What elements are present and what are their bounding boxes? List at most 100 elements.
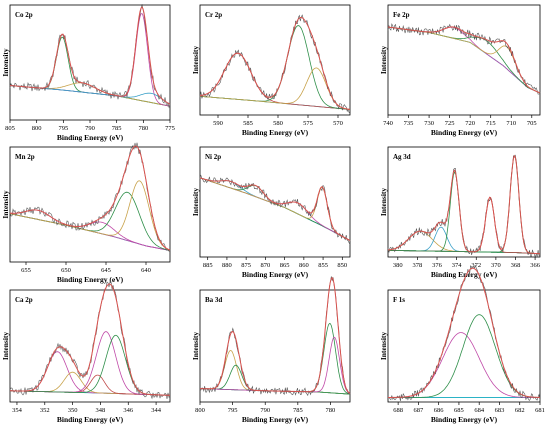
x-tick-label: 354: [12, 407, 23, 414]
x-tick-label: 715: [486, 120, 496, 127]
component-peak-4: [9, 180, 171, 251]
panel-title: Fe 2p: [393, 11, 410, 19]
fitted-envelope: [388, 267, 540, 398]
x-tick-label: 850: [337, 262, 347, 269]
panel-title: Ca 2p: [15, 296, 33, 304]
y-axis-label: Intensity: [1, 332, 10, 361]
x-tick-label: 805: [5, 125, 15, 132]
panel-mn-2p: 655 650 645 640 Mn 2p Binding Energy (eV) Inte…: [1, 142, 171, 284]
plot-frame: [199, 289, 351, 403]
x-tick-label: 865: [280, 262, 290, 269]
plot-frame: [9, 4, 171, 121]
x-tick-label: 780: [138, 125, 148, 132]
component-peak-3: [387, 26, 541, 94]
component-peak-2: [199, 25, 351, 110]
x-axis-label: Binding Energy (eV): [242, 415, 309, 424]
panel-ag-3d: 380 378 376 374 372 370 368 366 Ag 3d Binding Ene…: [379, 146, 541, 279]
panel-ca-2p: 354 352 350 348 346 344 Ca 2p Binding Energy (e…: [1, 281, 171, 424]
x-tick-label: 880: [222, 262, 232, 269]
plot-frame: [199, 4, 351, 116]
x-tick-label: 800: [32, 125, 42, 132]
x-tick-label: 681: [535, 407, 545, 414]
x-axis-label: Binding Energy (eV): [431, 270, 498, 279]
x-tick-label: 575: [303, 120, 313, 127]
plot-frame: [387, 289, 541, 403]
x-tick-label: 380: [393, 262, 403, 269]
plot-frame: [199, 146, 351, 258]
x-axis-label: Binding Energy (eV): [57, 133, 124, 142]
y-axis-label: Intensity: [379, 188, 388, 217]
x-tick-label: 775: [165, 125, 175, 132]
y-axis-label: Intensity: [379, 332, 388, 361]
x-tick-label: 780: [326, 407, 336, 414]
x-tick-label: 735: [404, 120, 414, 127]
x-tick-label: 785: [293, 407, 303, 414]
x-tick-label: 870: [261, 262, 271, 269]
component-peak-3: [199, 67, 351, 110]
component-peak-1: [199, 52, 351, 110]
x-tick-label: 370: [491, 262, 501, 269]
x-tick-label: 682: [515, 407, 525, 414]
x-tick-label: 790: [260, 407, 270, 414]
x-tick-label: 350: [68, 407, 78, 414]
panel-fe-2p: 740 735 730 725 720 715 710 705 Fe 2p Binding Ene…: [379, 4, 541, 137]
x-tick-label: 366: [530, 262, 541, 269]
x-tick-label: 685: [454, 407, 464, 414]
raw-spectrum: [9, 3, 171, 109]
x-tick-label: 376: [432, 262, 443, 269]
x-tick-label: 650: [61, 267, 71, 274]
fitted-envelope: [200, 276, 351, 394]
plot-frame: [387, 4, 541, 116]
raw-spectrum: [199, 276, 351, 397]
x-tick-label: 730: [424, 120, 434, 127]
x-tick-label: 352: [40, 407, 50, 414]
y-axis-label: Intensity: [1, 190, 10, 219]
x-tick-label: 705: [527, 120, 537, 127]
fitted-envelope: [199, 177, 351, 241]
x-axis-label: Binding Energy (eV): [431, 128, 498, 137]
x-axis-label: Binding Energy (eV): [57, 275, 124, 284]
x-tick-label: 855: [318, 262, 328, 269]
x-tick-label: 585: [243, 120, 253, 127]
component-peak-1: [387, 26, 541, 94]
x-axis-label: Binding Energy (eV): [57, 415, 124, 424]
x-tick-label: 348: [96, 407, 106, 414]
x-tick-label: 795: [58, 125, 68, 132]
x-tick-label: 688: [393, 407, 403, 414]
component-peak-1: [9, 36, 171, 107]
component-peak-5: [10, 334, 171, 396]
x-tick-label: 368: [511, 262, 521, 269]
x-tick-label: 640: [141, 267, 151, 274]
x-tick-label: 740: [383, 120, 393, 127]
x-axis-label: Binding Energy (eV): [431, 415, 498, 424]
fitted-envelope: [388, 154, 540, 255]
x-tick-label: 346: [123, 407, 134, 414]
x-tick-label: 686: [434, 407, 445, 414]
x-tick-label: 655: [21, 267, 31, 274]
x-tick-label: 785: [112, 125, 122, 132]
fitted-envelope: [10, 283, 171, 396]
panel-ba-3d: 800 795 790 785 780 Ba 3d Binding Energy (eV) I…: [191, 276, 351, 424]
x-tick-label: 684: [474, 407, 485, 414]
x-tick-label: 378: [413, 262, 423, 269]
x-tick-label: 710: [506, 120, 516, 127]
panel-title: Ba 3d: [205, 296, 222, 304]
x-tick-label: 875: [241, 262, 251, 269]
panel-title: F 1s: [393, 296, 405, 304]
panel-cr-2p: 590 585 580 575 570 Cr 2p Binding Energy (eV) I…: [191, 4, 351, 137]
component-peak-4: [388, 196, 540, 255]
panel-ni-2p: 885 880 875 870 865 860 855 850 Ni 2p Binding Ene…: [191, 146, 351, 279]
x-axis-label: Binding Energy (eV): [242, 270, 309, 279]
y-axis-label: Intensity: [191, 332, 200, 361]
plot-frame: [9, 289, 171, 403]
background-line: [9, 213, 171, 251]
y-axis-label: Intensity: [1, 48, 10, 77]
background-line: [387, 26, 541, 94]
x-tick-label: 790: [85, 125, 95, 132]
plot-frame: [387, 146, 541, 258]
y-axis-label: Intensity: [379, 46, 388, 75]
x-tick-label: 795: [228, 407, 238, 414]
component-peak-2: [9, 213, 171, 251]
component-peak-2: [388, 314, 540, 398]
